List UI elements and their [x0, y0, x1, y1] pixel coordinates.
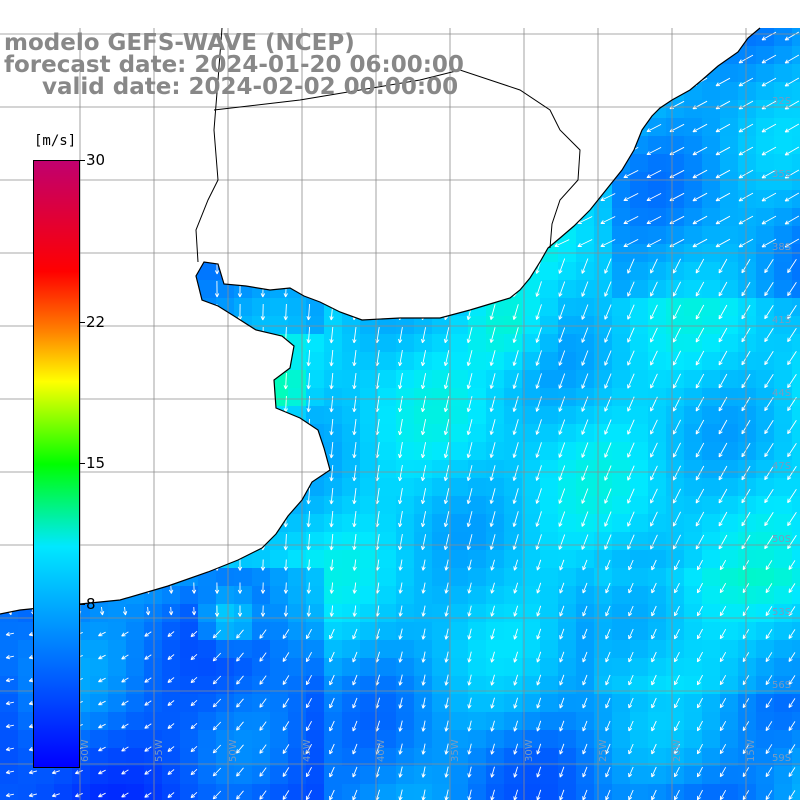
colorbar-tick-mark [79, 604, 85, 606]
latitude-label: 56S [772, 680, 791, 691]
colorbar-tick-label: 15 [86, 454, 106, 472]
colorbar-unit: [m/s] [34, 133, 77, 149]
graticule [0, 28, 800, 800]
longitude-label: 25W [598, 739, 609, 762]
forecast-date: forecast date: 2024-01-20 06:00:00 [4, 52, 464, 78]
longitude-label: 60W [80, 739, 91, 762]
colorbar-tick-label: 8 [86, 595, 96, 614]
longitude-label: 40W [376, 739, 387, 762]
latitude-label: 59S [772, 753, 791, 764]
longitude-label: 30W [524, 739, 535, 762]
colorbar-tick-mark [79, 321, 85, 323]
longitude-label: 45W [302, 739, 313, 762]
latitude-label: 41S [772, 315, 791, 326]
border-line [195, 27, 581, 263]
colorbar [33, 160, 80, 768]
axis-tick-labels: 60W 55W 50W 45W 40W 35W 30W 25W 20W 15W 32S 35S 38S 4… [80, 96, 791, 764]
colorbar-tick-label: 22 [86, 312, 106, 331]
latitude-label: 35S [772, 169, 791, 180]
latitude-label: 50S [772, 534, 791, 545]
colorbar-tick-label: 30 [86, 151, 106, 169]
latitude-label: 44S [772, 388, 791, 399]
latitude-label: 47S [772, 461, 791, 472]
longitude-label: 50W [228, 739, 239, 762]
longitude-label: 15W [746, 739, 757, 762]
latitude-label: 38S [772, 242, 791, 253]
longitude-label: 55W [154, 739, 165, 762]
latitude-label: 53S [772, 607, 791, 618]
model-title: modelo GEFS-WAVE (NCEP) [4, 30, 355, 56]
latitude-label: 32S [772, 96, 791, 107]
longitude-label: 35W [450, 739, 461, 762]
colorbar-tick-mark [79, 463, 85, 464]
valid-date: valid date: 2024-02-02 00:00:00 [42, 74, 459, 100]
colorbar-tick-mark [79, 160, 85, 161]
coastline [0, 27, 761, 615]
longitude-label: 20W [672, 739, 683, 762]
